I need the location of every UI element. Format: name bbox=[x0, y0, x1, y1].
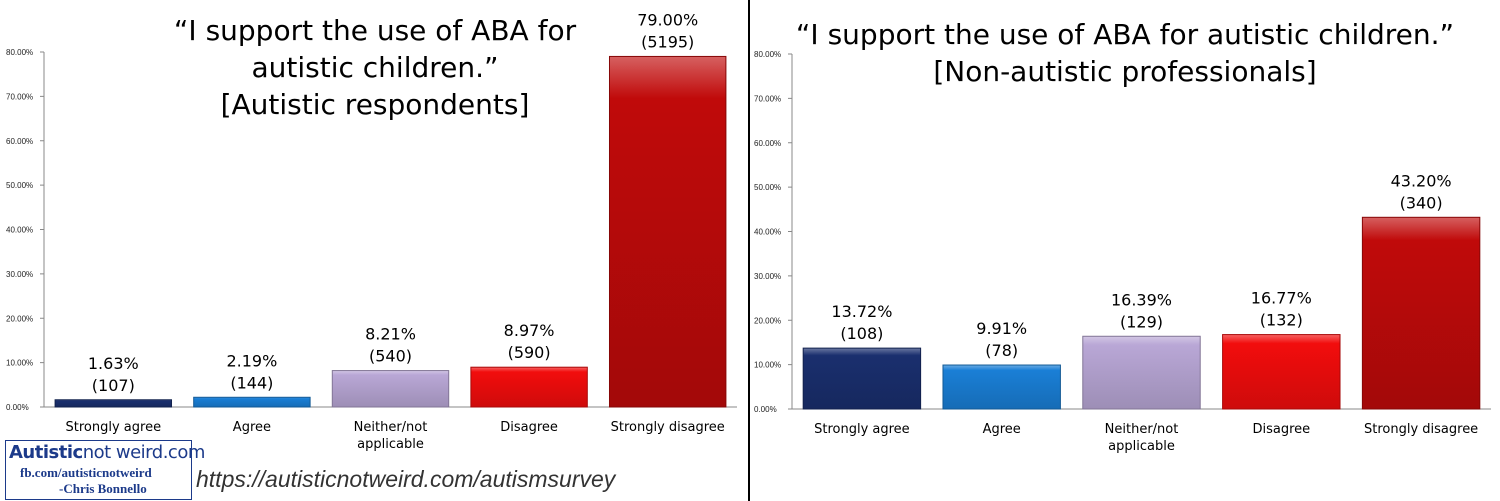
logo-wordmark: Autisticnot weird.com bbox=[9, 442, 205, 463]
left-value-label: 8.97% bbox=[504, 321, 555, 340]
right-bar bbox=[942, 364, 1061, 410]
left-category-label: Agree bbox=[233, 420, 271, 435]
left-category-label: Strongly disagree bbox=[611, 420, 725, 435]
right-y-tick-label: 50.00% bbox=[754, 183, 781, 192]
right-y-tick-label: 40.00% bbox=[754, 228, 781, 237]
left-value-label: 1.63% bbox=[88, 354, 139, 373]
left-count-label: (144) bbox=[230, 373, 273, 392]
right-y-tick-label: 80.00% bbox=[754, 50, 781, 59]
left-title-line-2: autistic children.” bbox=[251, 51, 499, 84]
right-value-label: 43.20% bbox=[1391, 171, 1452, 190]
left-bar bbox=[331, 370, 450, 408]
left-y-tick-label: 50.00% bbox=[6, 181, 33, 190]
left-category-label: Neither/not applicable bbox=[354, 420, 428, 452]
left-bar bbox=[193, 396, 311, 408]
left-bar bbox=[608, 55, 727, 408]
right-chart-title: “I support the use of ABA for autistic c… bbox=[750, 16, 1500, 90]
right-bar-chart: 0.00% 10.00% 20.00% 30.00% 40.00% 50.00% 60.00… bbox=[754, 50, 1491, 454]
right-category-label: Neither/not applicable bbox=[1105, 422, 1179, 454]
right-chart-panel: 0.00% 10.00% 20.00% 30.00% 40.00% 50.00% 60.00… bbox=[750, 0, 1500, 501]
right-value-label: 9.91% bbox=[976, 319, 1027, 338]
logo-wordmark-bold: Autistic bbox=[9, 442, 83, 463]
logo-author: -Chris Bonnello bbox=[59, 481, 147, 496]
right-value-label: 16.39% bbox=[1111, 290, 1172, 309]
right-bar bbox=[1082, 335, 1201, 410]
right-count-label: (132) bbox=[1260, 311, 1303, 330]
left-y-tick-label: 40.00% bbox=[6, 226, 33, 235]
logo-wordmark-rest: not weird.com bbox=[82, 442, 206, 463]
right-category-label: Strongly disagree bbox=[1364, 422, 1478, 437]
right-y-tick-label: 0.00% bbox=[754, 405, 777, 414]
left-count-label: (107) bbox=[92, 376, 135, 395]
left-count-label: (590) bbox=[508, 343, 551, 362]
left-y-tick-label: 60.00% bbox=[6, 137, 33, 146]
left-chart-title: “I support the use of ABA for autistic c… bbox=[145, 12, 605, 123]
panel-divider bbox=[748, 0, 750, 501]
right-y-tick-label: 70.00% bbox=[754, 94, 781, 103]
left-y-tick-label: 20.00% bbox=[6, 314, 33, 323]
right-y-tick-label: 60.00% bbox=[754, 139, 781, 148]
autistic-not-weird-logo: Autisticnot weird.com fb.com/autisticnot… bbox=[5, 440, 205, 500]
right-bar bbox=[1361, 216, 1481, 410]
left-bar bbox=[470, 366, 588, 408]
source-url: https://autisticnotweird.com/autismsurve… bbox=[196, 466, 616, 492]
left-value-label: 79.00% bbox=[637, 10, 698, 29]
left-bar-chart: 0.00% 10.00% 20.00% 30.00% 40.00% 50.00% 60.00… bbox=[6, 10, 737, 452]
left-y-tick-label: 70.00% bbox=[6, 92, 33, 101]
right-bar bbox=[802, 347, 922, 410]
left-y-tick-label: 80.00% bbox=[6, 48, 33, 57]
left-count-label: (5195) bbox=[641, 32, 694, 51]
left-y-tick-label: 0.00% bbox=[6, 403, 29, 412]
right-category-label: Disagree bbox=[1252, 422, 1310, 437]
left-title-line-3: [Autistic respondents] bbox=[220, 88, 530, 121]
right-bar bbox=[1222, 334, 1341, 410]
left-value-label: 8.21% bbox=[365, 325, 416, 344]
left-count-label: (540) bbox=[369, 347, 412, 366]
left-title-line-1: “I support the use of ABA for bbox=[173, 14, 577, 47]
left-y-tick-label: 10.00% bbox=[6, 359, 33, 368]
right-y-tick-label: 20.00% bbox=[754, 316, 781, 325]
right-count-label: (108) bbox=[840, 324, 883, 343]
right-category-label: Strongly agree bbox=[814, 422, 910, 437]
left-y-tick-label: 30.00% bbox=[6, 270, 33, 279]
left-bar bbox=[54, 399, 173, 408]
right-y-tick-label: 10.00% bbox=[754, 361, 781, 370]
right-title-line-2: [Non-autistic professionals] bbox=[933, 55, 1317, 88]
right-category-label: Agree bbox=[983, 422, 1021, 437]
left-category-label: Disagree bbox=[500, 420, 558, 435]
right-count-label: (340) bbox=[1400, 193, 1443, 212]
left-category-label: Strongly agree bbox=[66, 420, 162, 435]
left-value-label: 2.19% bbox=[226, 351, 277, 370]
right-value-label: 16.77% bbox=[1251, 289, 1312, 308]
right-count-label: (129) bbox=[1120, 312, 1163, 331]
left-chart-panel: 0.00% 10.00% 20.00% 30.00% 40.00% 50.00% 60.00… bbox=[0, 0, 748, 501]
right-count-label: (78) bbox=[985, 341, 1018, 360]
right-title-line-1: “I support the use of ABA for autistic c… bbox=[795, 18, 1455, 51]
right-y-tick-label: 30.00% bbox=[754, 272, 781, 281]
right-value-label: 13.72% bbox=[831, 302, 892, 321]
logo-facebook-handle: fb.com/autisticnotweird bbox=[20, 465, 152, 480]
